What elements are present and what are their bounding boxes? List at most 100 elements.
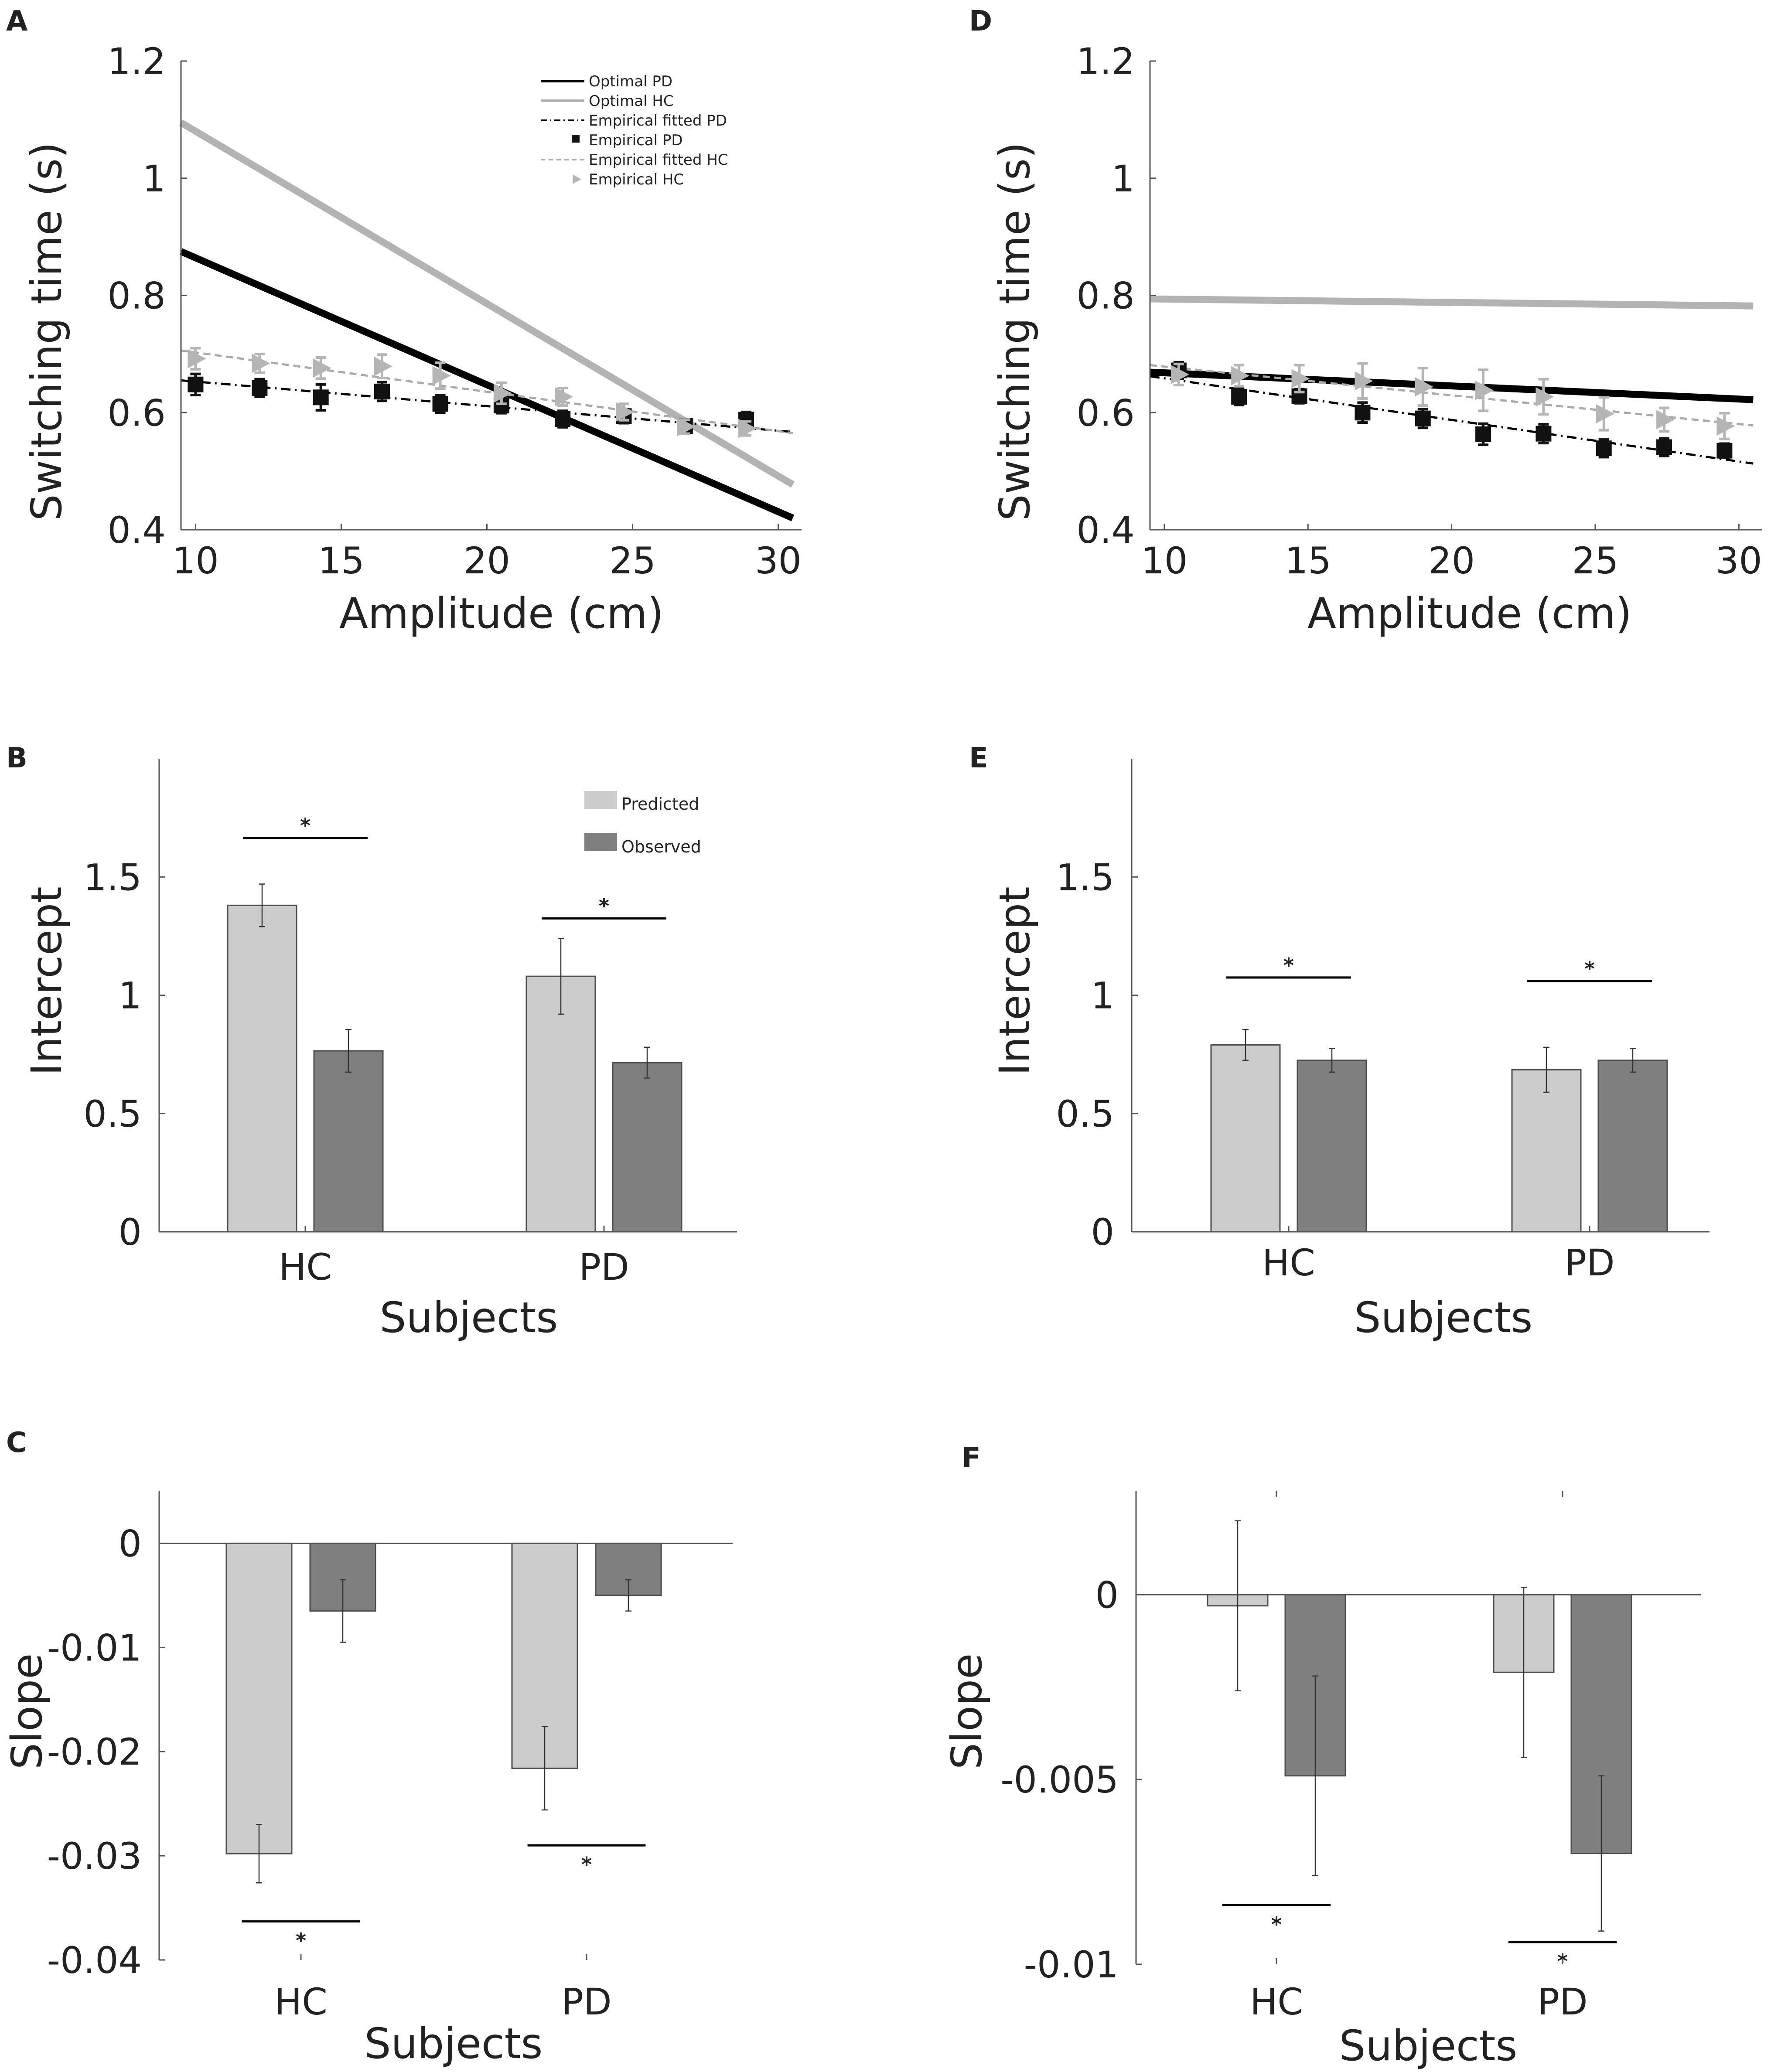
data-point-empirical-hc xyxy=(1475,381,1494,400)
x-tick-label: PD xyxy=(1564,1241,1614,1284)
y-tick-label: -0.04 xyxy=(47,1939,142,1982)
data-point-empirical-pd xyxy=(1475,426,1491,442)
data-point-empirical-hc xyxy=(1355,371,1373,391)
data-point-empirical-hc xyxy=(1291,369,1310,388)
y-tick-label: -0.01 xyxy=(1024,1943,1119,1986)
x-tick-label: PD xyxy=(579,1246,629,1288)
panel-label-b: B xyxy=(6,742,27,774)
x-axis-label: Subjects xyxy=(1355,1293,1533,1342)
bar-predicted-hc xyxy=(1210,1044,1281,1233)
bar-observed-pd xyxy=(612,1062,682,1233)
data-point-empirical-hc xyxy=(677,417,696,436)
data-point-empirical-hc xyxy=(374,357,392,376)
x-tick-label: 25 xyxy=(1572,539,1619,582)
bar-predicted-hc xyxy=(227,904,297,1233)
data-point-empirical-hc xyxy=(188,349,206,368)
line-empirical-fitted-hc xyxy=(1150,364,1754,427)
legend: Optimal PD Optimal HC Empirical fitted P… xyxy=(541,73,728,188)
panel-label-c: C xyxy=(6,1427,27,1459)
y-tick-label: 0 xyxy=(1091,1211,1114,1254)
y-tick-label: 0.8 xyxy=(107,275,166,317)
significance-star-hc: * xyxy=(1271,1912,1282,1936)
y-tick-label: 0.4 xyxy=(1076,509,1135,552)
panel-label-a: A xyxy=(6,5,28,37)
data-point-empirical-hc xyxy=(1170,365,1189,384)
y-tick-label: 1.5 xyxy=(83,856,142,899)
y-axis-label: Switching time (s) xyxy=(990,142,1039,521)
x-axis-label: Subjects xyxy=(1339,2021,1518,2070)
line-empirical-fitted-pd xyxy=(181,379,793,433)
y-tick-label: 0.6 xyxy=(1076,392,1135,434)
data-point-empirical-hc xyxy=(1656,410,1675,429)
data-point-empirical-pd xyxy=(432,396,448,412)
bar-observed-hc xyxy=(313,1050,384,1233)
y-tick-label: 1 xyxy=(1091,975,1114,1017)
panel-b-intercept-bar-chart: B * * 0 0.5 1 1.5 HC PD Subjects Intercept Pre… xyxy=(6,742,737,1342)
y-axis-label: Switching time (s) xyxy=(22,142,71,521)
y-axis-label: Intercept xyxy=(990,886,1039,1076)
y-tick-label: 1.2 xyxy=(107,40,166,83)
x-tick-label: 30 xyxy=(1716,539,1762,582)
legend-swatch-empirical-hc xyxy=(573,174,581,184)
x-tick-label: HC xyxy=(1250,1980,1303,2023)
panel-d-switching-time-chart: D 10 15 20 25 30 0.4 0.6 0.8 1 1.2 Amplitude (cm)… xyxy=(969,5,1762,638)
bar-predicted-hc xyxy=(225,1542,293,1854)
y-tick-label: -0.01 xyxy=(47,1626,142,1669)
panel-e-intercept-bar-chart: E * * 0 0.5 1 1.5 HC PD Subjects Intercept xyxy=(969,742,1710,1342)
x-tick-label: 10 xyxy=(172,539,219,582)
significance-star-hc: * xyxy=(296,1929,306,1953)
data-point-empirical-hc xyxy=(1596,404,1614,423)
y-tick-label: -0.03 xyxy=(47,1835,142,1878)
data-point-empirical-hc xyxy=(738,419,757,438)
y-tick-label: 1 xyxy=(119,975,142,1017)
x-tick-label: PD xyxy=(1537,1980,1587,2023)
y-tick-label: 0.5 xyxy=(1056,1093,1114,1135)
x-axis-label: Amplitude (cm) xyxy=(1307,589,1632,638)
line-optimal-hc xyxy=(1150,295,1754,310)
data-point-empirical-hc xyxy=(616,402,635,422)
y-tick-label: 0.8 xyxy=(1076,275,1135,317)
x-tick-label: 20 xyxy=(464,539,510,582)
x-tick-label: 10 xyxy=(1141,539,1187,582)
data-point-empirical-hc xyxy=(1415,377,1433,397)
data-point-empirical-hc xyxy=(1716,416,1735,436)
x-axis-label: Amplitude (cm) xyxy=(339,589,664,638)
data-point-empirical-pd xyxy=(1231,388,1247,405)
line-optimal-pd xyxy=(1150,368,1754,403)
data-point-empirical-pd xyxy=(252,380,268,396)
legend-entry-optimal-hc: Optimal HC xyxy=(589,92,674,110)
data-point-empirical-hc xyxy=(1536,387,1554,406)
x-tick-label: 15 xyxy=(1285,539,1331,582)
panel-label-d: D xyxy=(969,5,992,37)
data-point-empirical-pd xyxy=(1536,426,1552,442)
y-tick-label: 1 xyxy=(1112,157,1135,200)
x-tick-label: HC xyxy=(279,1246,332,1288)
legend-entry-empirical-pd: Empirical PD xyxy=(589,132,683,149)
legend-swatch-empirical-pd xyxy=(572,135,580,143)
line-empirical-fitted-pd xyxy=(1150,375,1754,465)
y-tick-label: 1.5 xyxy=(1056,856,1114,899)
data-point-empirical-pd xyxy=(1415,410,1431,426)
data-point-empirical-hc xyxy=(1231,366,1250,385)
significance-star-pd: * xyxy=(599,894,609,918)
x-tick-label: HC xyxy=(1262,1241,1315,1284)
line-optimal-pd xyxy=(179,248,795,521)
data-point-empirical-hc xyxy=(252,354,270,373)
data-point-empirical-pd xyxy=(374,383,390,399)
panel-a-switching-time-chart: A 10 15 20 25 30 0.4 0.6 0.8 1 1.2 Amplitude (cm)… xyxy=(6,5,802,638)
y-tick-label: 0 xyxy=(119,1522,142,1565)
legend-entry-observed: Observed xyxy=(621,837,701,856)
significance-star-pd: * xyxy=(1584,957,1595,981)
bar-predicted-pd xyxy=(525,975,596,1233)
legend: Predicted Observed xyxy=(584,791,701,856)
significance-star-pd: * xyxy=(581,1853,592,1876)
data-point-empirical-hc xyxy=(555,387,573,406)
data-point-empirical-pd xyxy=(188,376,204,392)
y-tick-label: -0.005 xyxy=(1000,1758,1119,1801)
x-tick-label: HC xyxy=(274,1980,328,2023)
y-tick-label: 1 xyxy=(143,157,166,200)
y-tick-label: 0.6 xyxy=(107,392,166,434)
data-point-empirical-pd xyxy=(1596,440,1612,457)
